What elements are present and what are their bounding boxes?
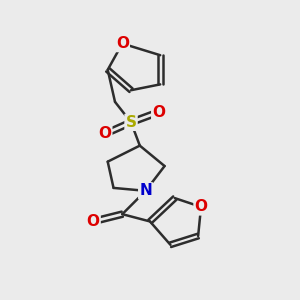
Text: N: N <box>139 183 152 198</box>
Text: O: O <box>194 200 208 214</box>
Text: O: O <box>116 36 129 51</box>
Text: O: O <box>87 214 100 229</box>
Text: O: O <box>98 127 111 142</box>
Text: O: O <box>152 105 165 120</box>
Text: S: S <box>125 115 136 130</box>
